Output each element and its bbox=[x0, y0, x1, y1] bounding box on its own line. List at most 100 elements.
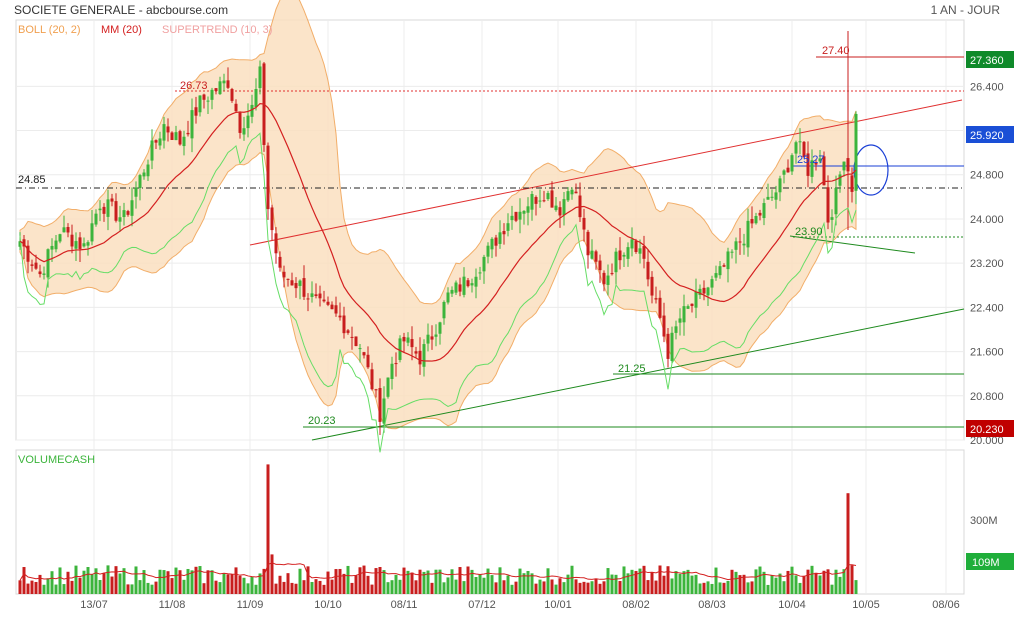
volume-bar bbox=[210, 570, 214, 594]
volume-bar bbox=[238, 575, 242, 594]
candle-body bbox=[522, 210, 526, 214]
candle-body bbox=[470, 283, 474, 286]
candle-body bbox=[198, 95, 202, 113]
volume-bar bbox=[666, 566, 670, 594]
candle-body bbox=[786, 167, 790, 173]
volume-bar bbox=[66, 571, 70, 594]
candle-body bbox=[306, 298, 310, 300]
candle-body bbox=[670, 332, 674, 361]
bollinger-fill bbox=[19, 0, 857, 430]
candle-body bbox=[426, 334, 430, 344]
volume-bar bbox=[514, 581, 518, 594]
volume-bar bbox=[246, 583, 250, 594]
volume-bar bbox=[702, 582, 706, 594]
volume-bar bbox=[690, 575, 694, 594]
volume-bar bbox=[694, 574, 698, 594]
chart-title: SOCIETE GENERALE - abcbourse.com bbox=[14, 3, 228, 17]
volume-bar bbox=[622, 566, 626, 594]
volume-bar bbox=[378, 566, 382, 594]
candle-body bbox=[42, 273, 46, 275]
candle-body bbox=[402, 336, 406, 342]
candle-body bbox=[646, 261, 650, 280]
volume-bar bbox=[706, 581, 710, 594]
volume-panel-frame bbox=[15, 449, 965, 595]
candle-body bbox=[782, 170, 786, 175]
volume-bar bbox=[134, 566, 138, 594]
volume-bar bbox=[550, 579, 554, 594]
volume-bar bbox=[538, 579, 542, 594]
volume-bar bbox=[566, 574, 570, 594]
candle-body bbox=[122, 210, 126, 218]
candle-body bbox=[378, 388, 382, 422]
candle-body bbox=[686, 306, 690, 309]
volume-bar bbox=[746, 582, 750, 594]
candle-body bbox=[802, 141, 806, 157]
volume-bar bbox=[374, 568, 378, 594]
volume-bar bbox=[94, 568, 98, 594]
candle-body bbox=[422, 344, 426, 367]
candle-body bbox=[186, 132, 190, 135]
volume-bar bbox=[126, 584, 130, 594]
price-label-close: 25.920 bbox=[970, 130, 1004, 142]
volume-bar bbox=[794, 575, 798, 594]
candle-body bbox=[246, 115, 250, 129]
price-label-high-bg bbox=[966, 51, 1014, 68]
volume-bar bbox=[718, 582, 722, 594]
candlesticks bbox=[18, 31, 858, 436]
candle-body bbox=[570, 189, 574, 195]
volume-bar bbox=[510, 584, 514, 594]
candle-body bbox=[742, 243, 746, 246]
volume-average-line bbox=[19, 562, 857, 581]
candle-body bbox=[370, 369, 374, 390]
volume-bar bbox=[546, 568, 550, 594]
volume-bar bbox=[358, 567, 362, 594]
candle-body bbox=[438, 322, 442, 334]
candle-body bbox=[650, 276, 654, 296]
candle-body bbox=[46, 249, 50, 278]
y-tick-label: 24.800 bbox=[970, 170, 1004, 182]
candle-body bbox=[542, 200, 546, 202]
volume-bar bbox=[90, 574, 94, 594]
candle-body bbox=[854, 113, 858, 191]
marker-20-23: 20.23 bbox=[308, 415, 336, 427]
candle-body bbox=[234, 103, 238, 112]
volume-bar bbox=[498, 567, 502, 594]
volume-bar bbox=[382, 570, 386, 594]
candle-body bbox=[386, 377, 390, 397]
volume-bar bbox=[326, 571, 330, 594]
candle-body bbox=[526, 206, 530, 213]
volume-bar bbox=[194, 566, 198, 594]
candle-body bbox=[770, 196, 774, 198]
volume-bar bbox=[786, 570, 790, 594]
candle-body bbox=[718, 266, 722, 276]
volume-bar bbox=[174, 567, 178, 594]
candle-body bbox=[838, 174, 842, 186]
y-tick-label: 22.400 bbox=[970, 302, 1004, 314]
candle-body bbox=[314, 294, 318, 297]
volume-bar bbox=[698, 583, 702, 594]
volume-bar bbox=[418, 569, 422, 594]
volume-bar bbox=[586, 582, 590, 594]
candle-body bbox=[238, 112, 242, 133]
candle-body bbox=[362, 352, 366, 356]
candle-body bbox=[394, 363, 398, 365]
volume-bar bbox=[218, 582, 222, 594]
volume-bar bbox=[606, 568, 610, 594]
volume-bar bbox=[658, 565, 662, 594]
volume-bar bbox=[470, 569, 474, 594]
short-support-line bbox=[789, 235, 916, 254]
volume-bar bbox=[198, 566, 202, 594]
candle-body bbox=[598, 260, 602, 271]
candle-body bbox=[506, 223, 510, 231]
legend-ma: MM (20) bbox=[101, 24, 142, 36]
volume-bar bbox=[750, 581, 754, 594]
candle-body bbox=[658, 297, 662, 318]
candle-body bbox=[754, 216, 758, 224]
volume-bar bbox=[330, 579, 334, 594]
highlight-ellipse bbox=[853, 144, 889, 196]
candle-body bbox=[514, 211, 518, 221]
resistance-trendline bbox=[249, 99, 963, 246]
volume-bar bbox=[838, 576, 842, 594]
candle-body bbox=[374, 389, 378, 391]
